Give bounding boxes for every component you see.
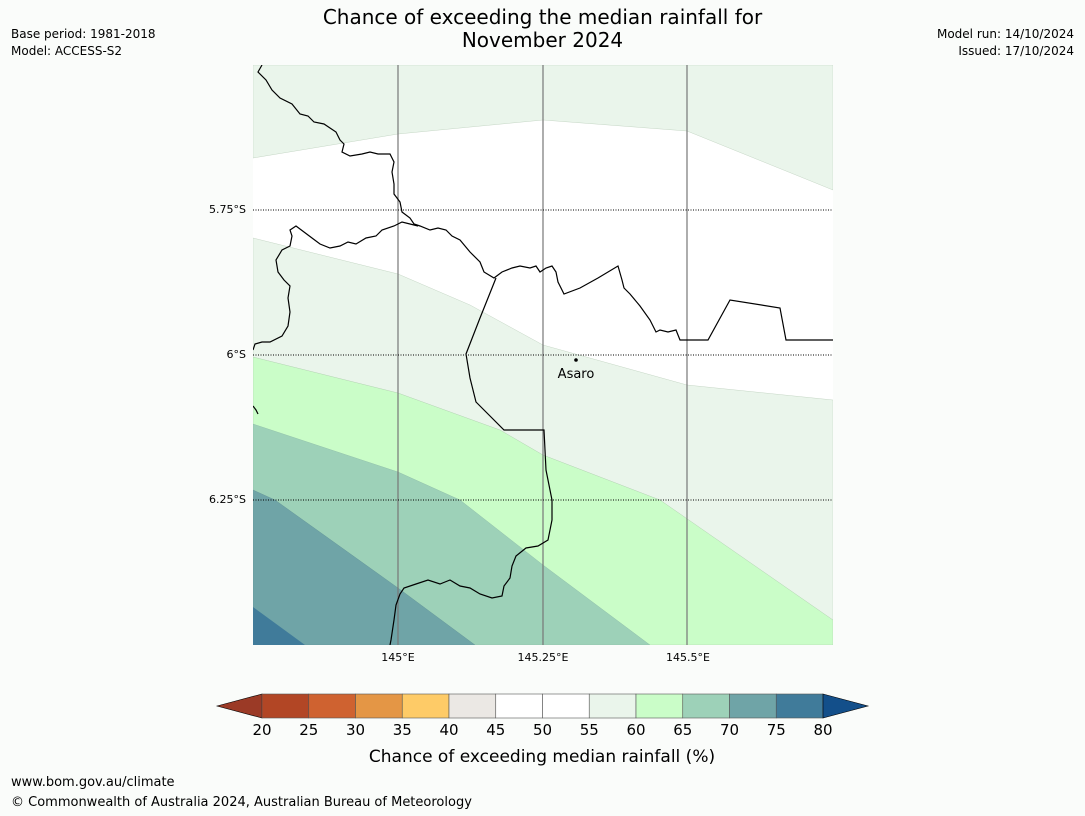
colorbar-ticks: 20 25 30 35 40 45 50 55 60 65 70 75 80	[252, 721, 832, 739]
title-line-2: November 2024	[461, 28, 624, 52]
colorbar-tick-label: 75	[767, 721, 786, 739]
colorbar-tick-label: 55	[580, 721, 599, 739]
lon-label: 145.25°E	[518, 651, 569, 664]
colorbar-cell	[588, 693, 637, 719]
colorbar-tick-label: 80	[813, 721, 832, 739]
province-boundary-west	[253, 221, 419, 351]
lat-label: 6°S	[227, 348, 246, 361]
footer-copyright: © Commonwealth of Australia 2024, Austra…	[11, 795, 472, 810]
issued-date: Issued: 17/10/2024	[958, 44, 1074, 58]
colorbar-tick-label: 45	[486, 721, 505, 739]
colorbar-cell	[355, 693, 403, 719]
place-marker	[574, 358, 578, 362]
colorbar-cell	[401, 693, 450, 719]
legend-title: Chance of exceeding median rainfall (%)	[369, 747, 715, 767]
colorbar-tick-label: 70	[720, 721, 739, 739]
colorbar-tick-label: 35	[393, 721, 412, 739]
base-period: Base period: 1981-2018	[11, 27, 156, 41]
title-line-1: Chance of exceeding the median rainfall …	[322, 5, 763, 29]
colorbar-under-arrow	[215, 693, 263, 719]
province-boundary-fragment	[253, 405, 259, 415]
colorbar-tick-label: 30	[346, 721, 365, 739]
run-info: Model run: 14/10/2024 Issued: 17/10/2024	[937, 26, 1074, 60]
colorbar-cell	[682, 693, 730, 719]
colorbar-cell	[495, 693, 543, 719]
colorbar-cell	[729, 693, 777, 719]
colorbar: 20 25 30 35 40 45 50 55 60 65 70 75 80	[215, 693, 870, 739]
band-70-75	[253, 489, 476, 645]
band-75-80	[253, 607, 305, 645]
model-name: Model: ACCESS-S2	[11, 44, 123, 58]
model-run-date: Model run: 14/10/2024	[936, 27, 1074, 41]
footer-url[interactable]: www.bom.gov.au/climate	[11, 775, 175, 790]
colorbar-tick-label: 65	[673, 721, 692, 739]
lon-label: 145.5°E	[666, 651, 710, 664]
lat-label: 5.75°S	[209, 203, 246, 216]
colorbar-cell	[635, 693, 684, 719]
model-info: Base period: 1981-2018 Model: ACCESS-S2	[11, 26, 156, 60]
colorbar-tick-label: 50	[533, 721, 552, 739]
colorbar-tick-label: 40	[439, 721, 458, 739]
province-boundary-east	[257, 65, 833, 341]
colorbar-tick-label: 60	[626, 721, 645, 739]
lat-label: 6.25°S	[209, 493, 246, 506]
colorbar-cell	[308, 693, 356, 719]
colorbar-cells	[261, 693, 824, 719]
colorbar-cell	[542, 693, 590, 719]
colorbar-tick-label: 20	[252, 721, 271, 739]
colorbar-tick-label: 25	[299, 721, 318, 739]
colorbar-cell	[448, 693, 497, 719]
colorbar-over-arrow	[822, 693, 870, 719]
lon-label: 145°E	[381, 651, 414, 664]
place-label: Asaro	[558, 367, 595, 382]
map-title: Chance of exceeding the median rainfall …	[0, 6, 1085, 52]
colorbar-cell	[261, 693, 310, 719]
province-boundary-south	[389, 277, 553, 645]
colorbar-cell	[775, 693, 824, 719]
map-area	[253, 65, 833, 645]
